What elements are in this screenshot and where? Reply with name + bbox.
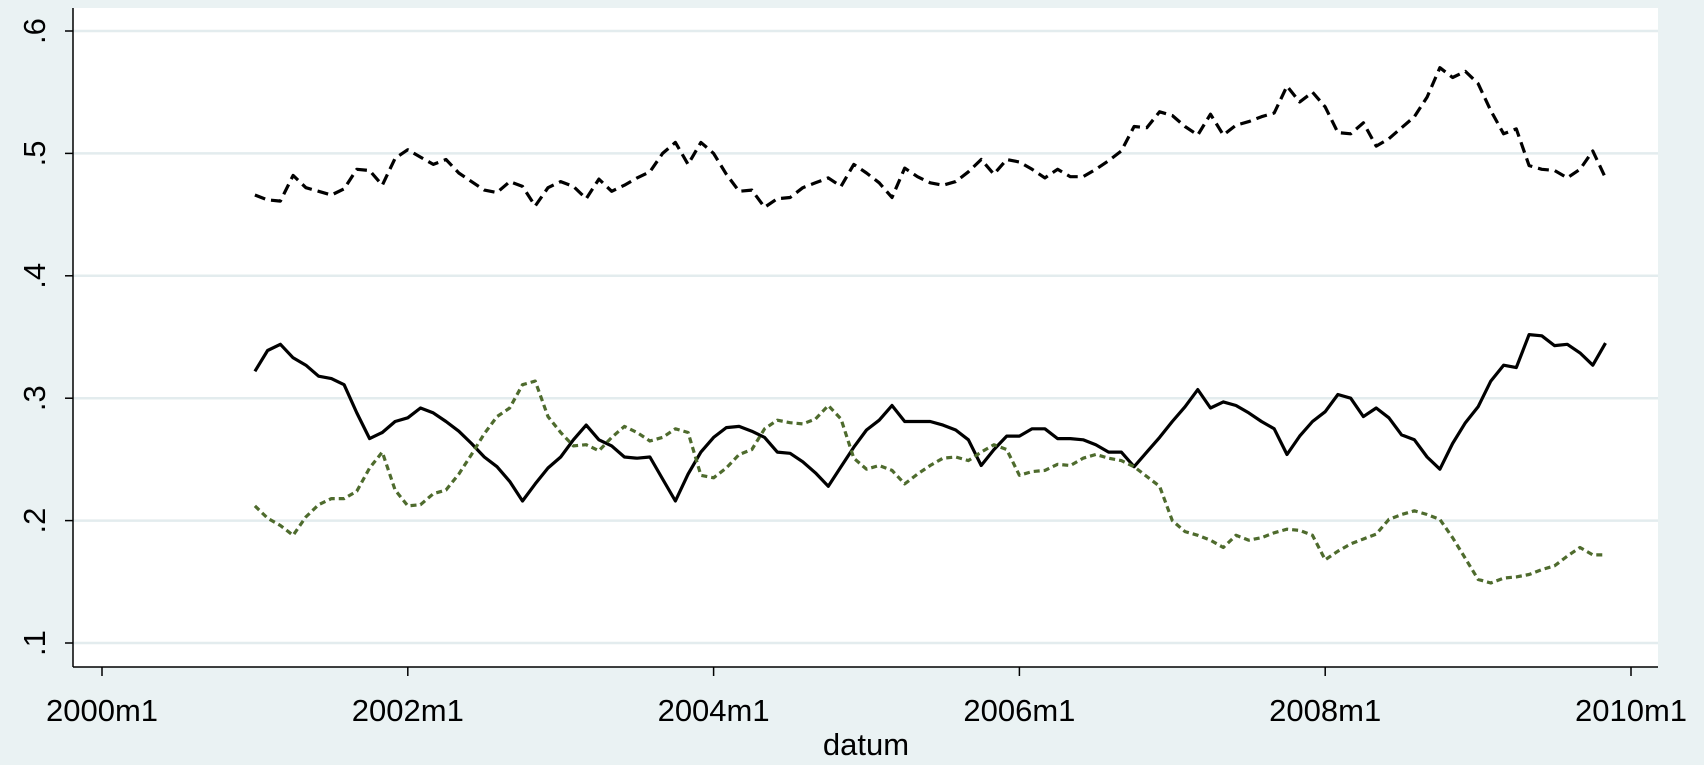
y-tick-label: .6 — [17, 18, 52, 44]
x-tick-label: 2000m1 — [46, 693, 158, 728]
series-lines — [253, 66, 1607, 585]
series-line-3 — [253, 379, 1606, 585]
series-line-1 — [254, 66, 1607, 209]
series-line-2 — [253, 333, 1607, 503]
y-tick-label: .1 — [17, 630, 52, 656]
x-tick-label: 2008m1 — [1269, 693, 1381, 728]
y-tick-label: .5 — [17, 140, 52, 166]
axes: .1 .2 .3 .4 .5 .6 2000m1 2002m1 2004m1 2006m1 2008… — [17, 8, 1687, 728]
y-tick-label: .4 — [17, 263, 52, 289]
x-tick-label: 2010m1 — [1575, 693, 1687, 728]
x-axis-label: datum — [823, 727, 909, 760]
grid-lines — [73, 29, 1658, 645]
plot-area — [73, 8, 1658, 667]
x-tick-label: 2002m1 — [352, 693, 464, 728]
x-tick-label: 2006m1 — [963, 693, 1075, 728]
y-tick-label: .3 — [17, 385, 52, 411]
x-tick-label: 2004m1 — [658, 693, 770, 728]
y-tick-label: .2 — [17, 508, 52, 534]
